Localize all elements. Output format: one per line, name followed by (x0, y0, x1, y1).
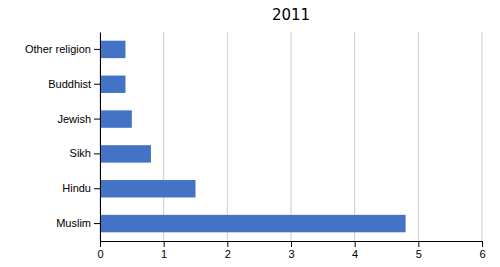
tick-mark (94, 49, 100, 50)
tick-label: 4 (352, 248, 358, 260)
grid-line (354, 32, 355, 241)
axis-line (100, 33, 101, 242)
tick-mark (94, 84, 100, 85)
tick-mark (291, 241, 292, 247)
tick-mark (94, 223, 100, 224)
tick: Other religion (25, 43, 100, 55)
tick: 1 (161, 241, 167, 260)
bars (100, 41, 406, 233)
tick: Jewish (57, 113, 100, 125)
grid-line (482, 32, 483, 241)
tick-label: 3 (288, 248, 294, 260)
tick: 4 (352, 241, 358, 260)
tick-mark (164, 241, 165, 247)
tick-label: 2 (225, 248, 231, 260)
tick-mark (482, 241, 483, 247)
grid-line (227, 32, 228, 241)
tick-label: 0 (97, 248, 103, 260)
tick-label: 1 (161, 248, 167, 260)
y-axis: Muslim Hindu Sikh Jewish Buddhist Other relig… (25, 33, 101, 242)
bar (100, 110, 132, 127)
title: 2011 (272, 6, 310, 24)
grid-line (100, 32, 101, 241)
tick-mark (355, 241, 356, 247)
tick-label: 6 (479, 248, 485, 260)
tick: 6 (479, 241, 485, 260)
grid-line (163, 32, 164, 241)
bar (100, 145, 151, 162)
tick: Muslim (56, 217, 100, 229)
bar (100, 76, 125, 93)
tick-label: Hindu (62, 182, 91, 194)
tick-label: Buddhist (48, 78, 91, 90)
tick: 3 (288, 241, 294, 260)
tick: 2 (225, 241, 231, 260)
tick: Hindu (62, 182, 100, 194)
tick: Sikh (70, 147, 100, 159)
tick-label: Other religion (25, 43, 91, 55)
grid-line (291, 32, 292, 241)
x-axis: 0 1 2 3 4 5 6 (97, 241, 485, 260)
tick-label: Jewish (57, 113, 91, 125)
tick-mark (94, 153, 100, 154)
tick-mark (418, 241, 419, 247)
plot: 0 1 2 3 4 5 6 Muslim Hindu Sikh Jewish Buddhist Othe… (25, 32, 486, 260)
tick-mark (227, 241, 228, 247)
tick-mark (94, 119, 100, 120)
tick-mark (100, 241, 101, 247)
tick-label: Sikh (70, 147, 91, 159)
bar (100, 215, 406, 232)
tick-label: 5 (416, 248, 422, 260)
tick-mark (94, 188, 100, 189)
tick-label: Muslim (56, 217, 91, 229)
grid (100, 32, 482, 241)
bar (100, 41, 125, 58)
chart: 0 1 2 3 4 5 6 Muslim Hindu Sikh Jewish Buddhist Othe… (0, 0, 500, 267)
bar (100, 180, 196, 197)
tick: Buddhist (48, 78, 100, 90)
tick: 5 (416, 241, 422, 260)
tick: 0 (97, 241, 103, 260)
grid-line (418, 32, 419, 241)
